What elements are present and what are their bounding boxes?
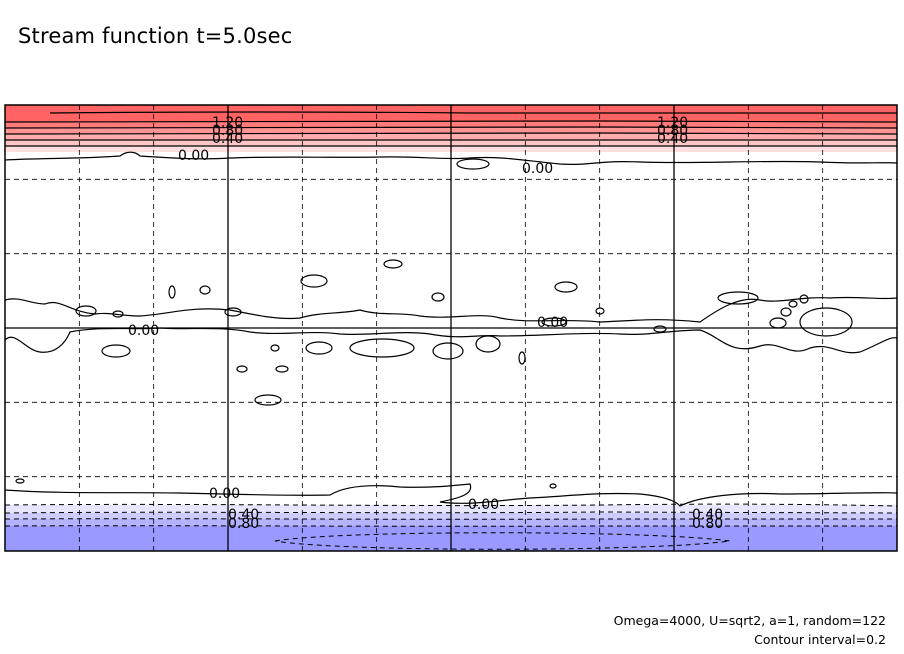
contour-label: 0.00 xyxy=(178,148,209,164)
contour-labels: 1.200.800.401.200.800.400.000.000.00 0.00… xyxy=(128,115,723,532)
eddy xyxy=(799,294,809,304)
eddy xyxy=(305,341,333,355)
eddy xyxy=(224,307,242,317)
contour-label: 0.80 xyxy=(228,516,259,532)
contour-label: 0.80 xyxy=(692,516,723,532)
contour-label: 1.20 xyxy=(657,115,688,131)
contour-label: 0.00 xyxy=(128,323,159,339)
eddy xyxy=(518,351,526,365)
contour-line-neg-0-20 xyxy=(5,503,897,507)
eddy xyxy=(799,307,853,337)
eddy xyxy=(717,291,759,305)
contour-line-neg-0-80 xyxy=(5,525,897,527)
contour-line-0-80 xyxy=(5,126,897,129)
eddy xyxy=(101,344,131,358)
contour-label: 0.80 xyxy=(657,123,688,139)
eddy xyxy=(431,292,445,302)
grid-major xyxy=(5,105,897,551)
contour-label: 0.00 xyxy=(209,486,240,502)
eddy xyxy=(475,335,501,353)
contour-line-0-40 xyxy=(5,139,897,141)
eddy xyxy=(788,300,798,308)
contour-line-1-00 xyxy=(5,120,897,123)
contour-line-equator-north xyxy=(5,296,897,323)
contour-line-neg-1-00 xyxy=(274,532,731,550)
eddy xyxy=(383,259,403,269)
eddy xyxy=(112,310,124,318)
contour-label: 0.00 xyxy=(522,161,553,177)
eddy xyxy=(541,317,567,327)
eddy xyxy=(300,274,328,288)
contour-interval-note: Contour interval=0.2 xyxy=(754,632,886,647)
contour-lines-negative xyxy=(5,503,897,550)
eddy xyxy=(554,281,578,293)
eddy xyxy=(168,285,176,299)
contour-lines xyxy=(5,111,897,507)
contour-label: 0.40 xyxy=(212,131,243,147)
eddy xyxy=(254,394,282,406)
contour-line-0-20 xyxy=(5,145,897,147)
eddy xyxy=(270,344,280,352)
contour-line-zero-south xyxy=(5,483,897,507)
contour-label: 0.00 xyxy=(537,315,568,331)
contour-line-1-20 xyxy=(49,111,897,114)
eddy xyxy=(549,483,557,489)
contour-label: 0.40 xyxy=(657,131,688,147)
eddy xyxy=(456,158,490,170)
contour-line-neg-0-60 xyxy=(5,518,897,520)
eddy xyxy=(432,342,464,360)
eddy xyxy=(769,317,787,329)
eddy xyxy=(15,478,25,484)
eddy xyxy=(75,305,97,317)
contour-label: 0.00 xyxy=(468,497,499,513)
contour-line-neg-0-40 xyxy=(5,511,897,514)
eddy xyxy=(199,285,211,295)
eddy xyxy=(236,365,248,373)
chart-title: Stream function t=5.0sec xyxy=(18,24,293,48)
contour-label: 0.80 xyxy=(212,123,243,139)
contour-line-0-60 xyxy=(5,132,897,135)
contour-label: 1.20 xyxy=(212,115,243,131)
parameter-note: Omega=4000, U=sqrt2, a=1, random=122 xyxy=(613,613,886,628)
contour-label: 0.40 xyxy=(228,507,259,523)
contour-line-equator-south xyxy=(5,327,897,354)
contour-line-zero-north xyxy=(5,151,897,165)
eddy xyxy=(653,325,667,333)
contour-label: 0.40 xyxy=(692,507,723,523)
eddy xyxy=(275,365,289,373)
eddy xyxy=(780,307,792,317)
plot-frame xyxy=(4,104,898,552)
eddy xyxy=(349,338,415,358)
